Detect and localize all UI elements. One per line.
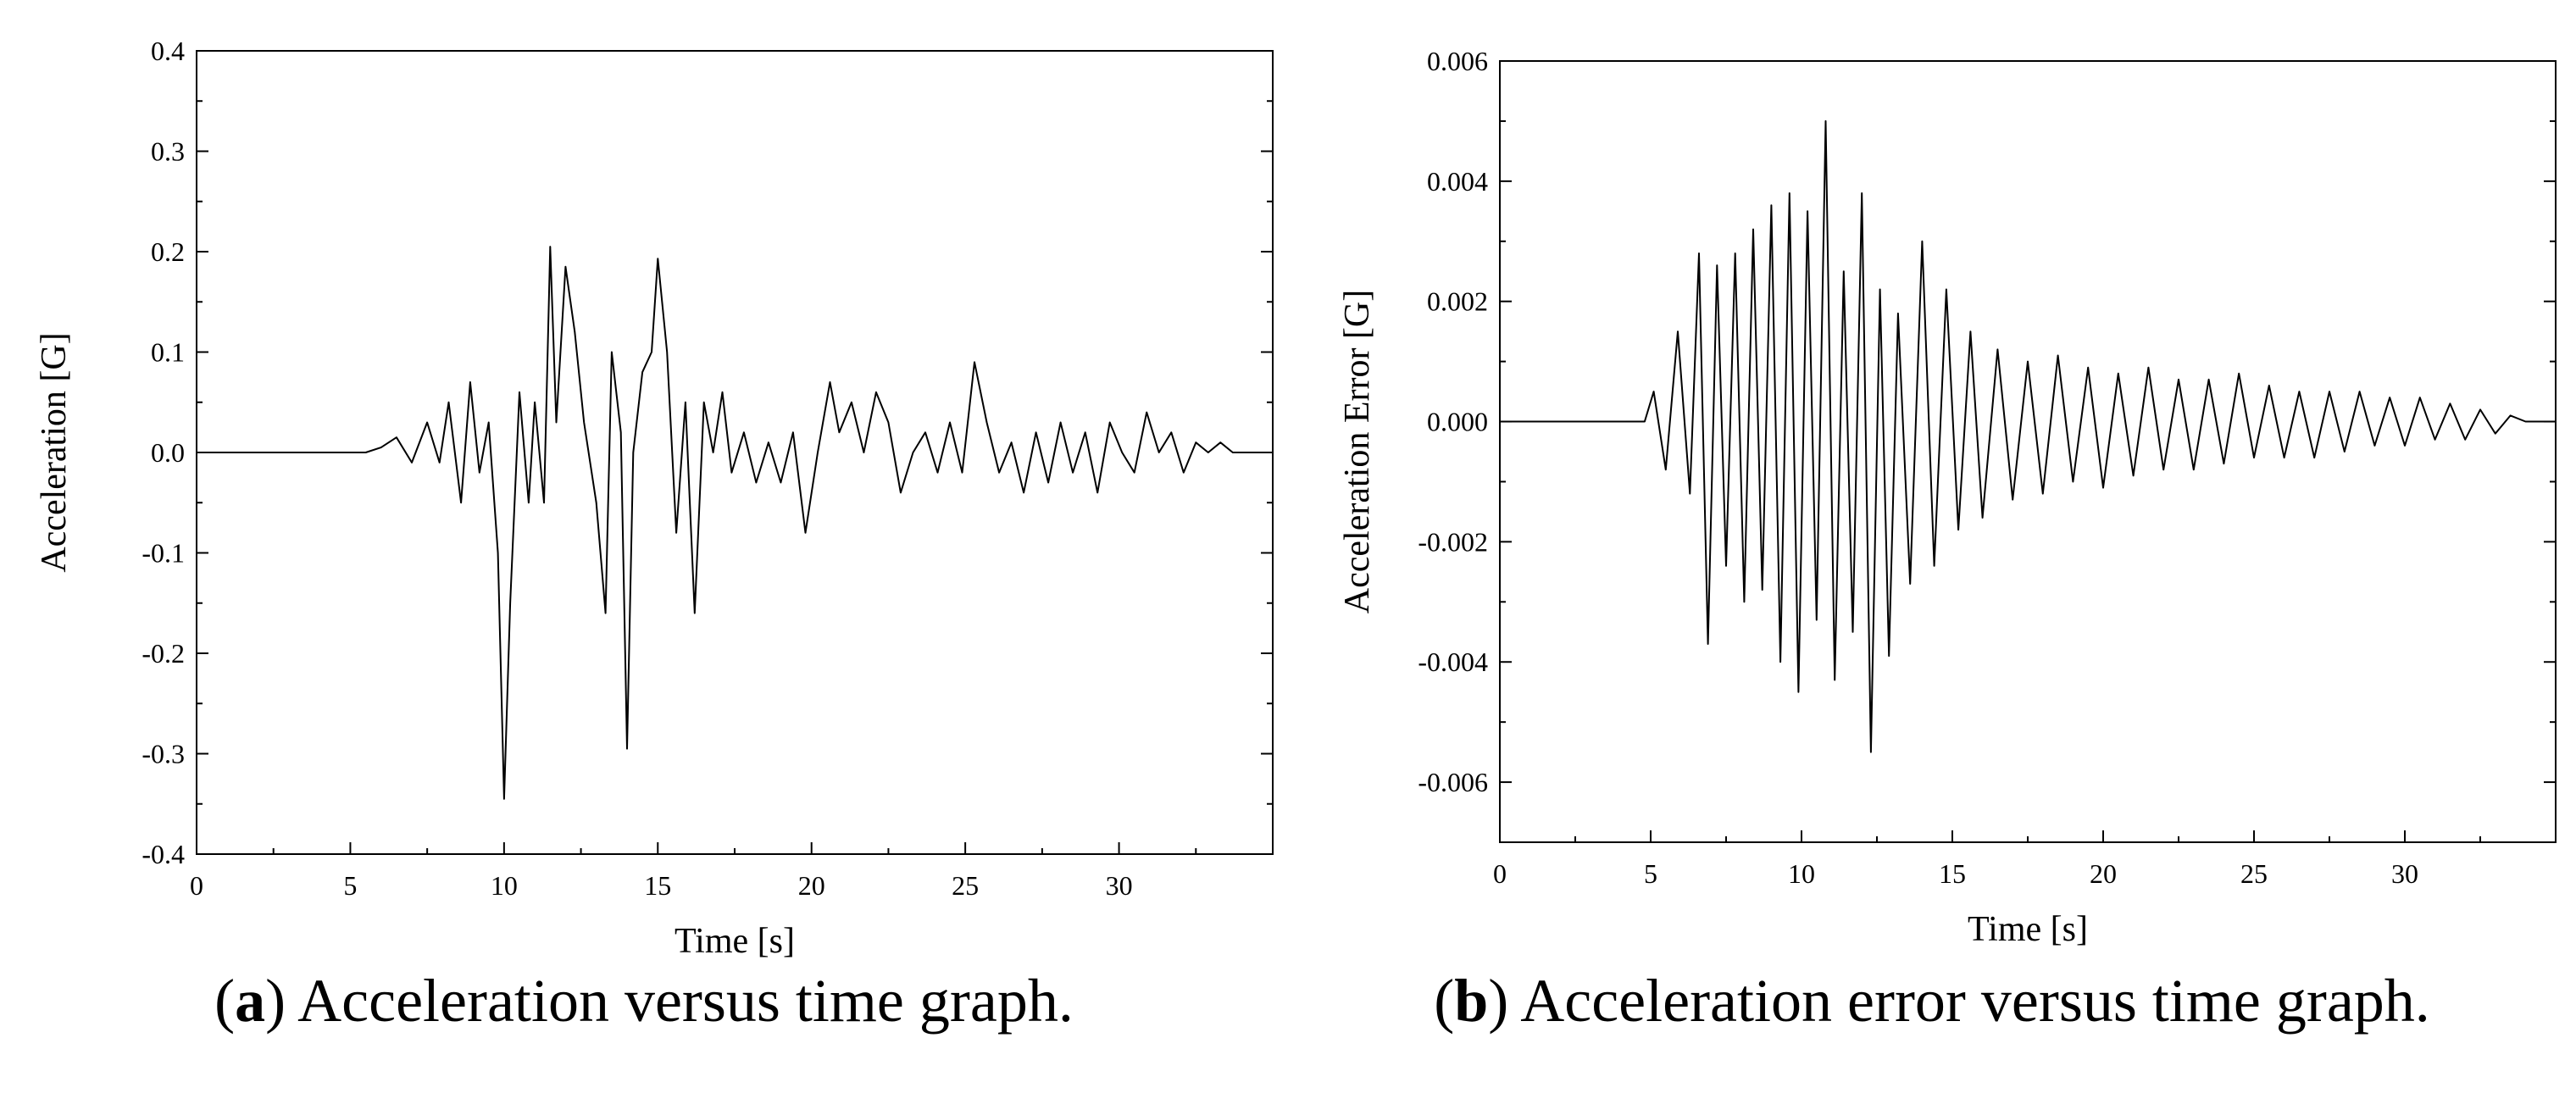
b-x-tick-label: 15 — [1939, 858, 1966, 889]
caption-a-text: Acceleration versus time graph. — [297, 967, 1074, 1035]
a-y-tick-label: 0.1 — [151, 337, 185, 368]
b-y-tick-label: -0.002 — [1418, 526, 1488, 557]
a-y-tick-label: -0.3 — [142, 739, 185, 769]
a-x-tick-label: 5 — [343, 870, 357, 901]
b-x-tick-label: 25 — [2240, 858, 2268, 889]
caption-a: (a) Acceleration versus time graph. — [214, 967, 1074, 1035]
a-x-tick-label: 10 — [491, 870, 518, 901]
a-y-tick-label: -0.4 — [142, 839, 185, 869]
caption-b: (b) Acceleration error versus time graph… — [1434, 967, 2430, 1035]
b-y-tick-label: 0.002 — [1427, 286, 1488, 317]
a-y-tick-label: -0.2 — [142, 638, 185, 669]
b-x-tick-label: 10 — [1788, 858, 1815, 889]
b-y-tick-label: -0.006 — [1418, 767, 1488, 797]
caption-b-text: Acceleration error versus time graph. — [1520, 967, 2430, 1035]
b-y-tick-label: 0.006 — [1427, 46, 1488, 76]
b-x-tick-label: 0 — [1493, 858, 1507, 889]
panel-b: 0 5 10 15 20 25 30 -0.006 -0.004 -0.002 0.000 0.002… — [1288, 0, 2576, 1110]
a-y-axis-title: Acceleration [G] — [35, 332, 74, 572]
b-x-tick-label: 5 — [1644, 858, 1657, 889]
a-y-tick-label: 0.2 — [151, 236, 185, 267]
a-y-tick-label: 0.0 — [151, 437, 185, 468]
b-y-tick-label: 0.004 — [1427, 166, 1488, 197]
a-x-tick-label: 30 — [1106, 870, 1133, 901]
a-y-tick-label: 0.3 — [151, 136, 185, 167]
b-y-axis-title: Acceleration Error [G] — [1338, 290, 1377, 613]
b-plot-frame — [1499, 60, 2557, 843]
a-y-tick-label: 0.4 — [151, 36, 185, 66]
acceleration-chart: 0 5 10 15 20 25 30 -0.4 -0.3 -0.2 -0.1 0.0 0.1 0.2 0.3… — [35, 36, 1274, 957]
b-x-tick-label: 30 — [2391, 858, 2418, 889]
caption-a-tag: a — [235, 967, 266, 1035]
b-y-tick-label: -0.004 — [1418, 647, 1488, 677]
a-x-tick-label: 20 — [798, 870, 825, 901]
a-series-line — [197, 246, 1273, 800]
b-series-line — [1500, 119, 2556, 753]
acceleration-error-chart: 0 5 10 15 20 25 30 -0.006 -0.004 -0.002 0.000 0.002… — [1338, 46, 2557, 949]
panel-a: 0 5 10 15 20 25 30 -0.4 -0.3 -0.2 -0.1 0.0 0.1 0.2 0.3… — [35, 36, 1274, 1035]
a-x-axis-title: Time [s] — [675, 922, 795, 957]
b-x-tick-label: 20 — [2090, 858, 2117, 889]
a-x-tick-label: 15 — [644, 870, 671, 901]
b-y-tick-label: 0.000 — [1427, 407, 1488, 437]
a-x-tick-label: 25 — [952, 870, 979, 901]
caption-b-tag: b — [1454, 967, 1489, 1035]
b-x-axis-title: Time [s] — [1968, 910, 2088, 949]
a-y-tick-label: -0.1 — [142, 538, 185, 569]
a-x-tick-label: 0 — [190, 870, 203, 901]
